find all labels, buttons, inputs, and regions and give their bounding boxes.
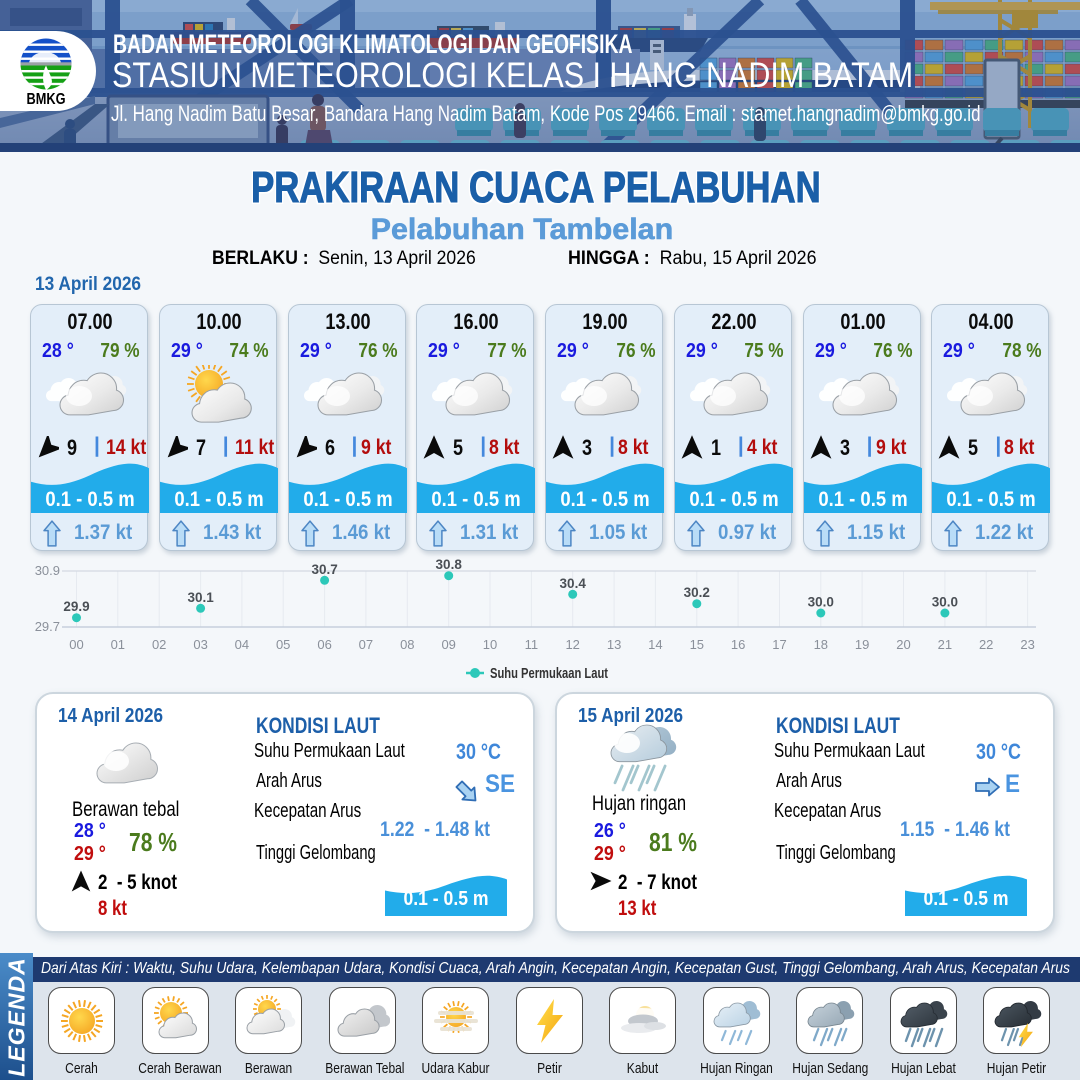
svg-text:30.4: 30.4 bbox=[560, 576, 587, 591]
svg-text:03: 03 bbox=[193, 637, 207, 652]
svg-text:00: 00 bbox=[69, 637, 83, 652]
svg-text:05: 05 bbox=[276, 637, 290, 652]
svg-text:BMKG: BMKG bbox=[27, 91, 66, 108]
svg-text:21: 21 bbox=[938, 637, 952, 652]
svg-text:15: 15 bbox=[690, 637, 704, 652]
svg-text:19: 19 bbox=[855, 637, 869, 652]
svg-text:13: 13 bbox=[607, 637, 621, 652]
svg-text:02: 02 bbox=[152, 637, 166, 652]
svg-text:30.0: 30.0 bbox=[932, 595, 958, 610]
svg-text:06: 06 bbox=[317, 637, 331, 652]
svg-text:30.7: 30.7 bbox=[311, 562, 337, 577]
svg-text:29.7: 29.7 bbox=[35, 619, 60, 634]
svg-text:12: 12 bbox=[565, 637, 579, 652]
svg-text:29.9: 29.9 bbox=[63, 599, 89, 614]
svg-text:23: 23 bbox=[1020, 637, 1034, 652]
svg-text:30.8: 30.8 bbox=[436, 558, 463, 572]
svg-text:11: 11 bbox=[525, 637, 539, 652]
svg-text:17: 17 bbox=[772, 637, 786, 652]
svg-text:04: 04 bbox=[235, 637, 249, 652]
svg-text:01: 01 bbox=[111, 637, 125, 652]
svg-text:18: 18 bbox=[814, 637, 828, 652]
svg-text:08: 08 bbox=[400, 637, 414, 652]
svg-text:30.2: 30.2 bbox=[684, 585, 710, 600]
svg-text:09: 09 bbox=[441, 637, 455, 652]
svg-text:20: 20 bbox=[896, 637, 910, 652]
svg-text:16: 16 bbox=[731, 637, 745, 652]
svg-text:30.9: 30.9 bbox=[35, 563, 60, 578]
svg-text:Suhu Permukaan Laut: Suhu Permukaan Laut bbox=[490, 665, 608, 682]
svg-text:14: 14 bbox=[648, 637, 662, 652]
svg-text:30.0: 30.0 bbox=[808, 595, 834, 610]
svg-text:22: 22 bbox=[979, 637, 993, 652]
svg-text:07: 07 bbox=[359, 637, 373, 652]
svg-text:30.1: 30.1 bbox=[187, 590, 214, 605]
svg-text:10: 10 bbox=[483, 637, 497, 652]
